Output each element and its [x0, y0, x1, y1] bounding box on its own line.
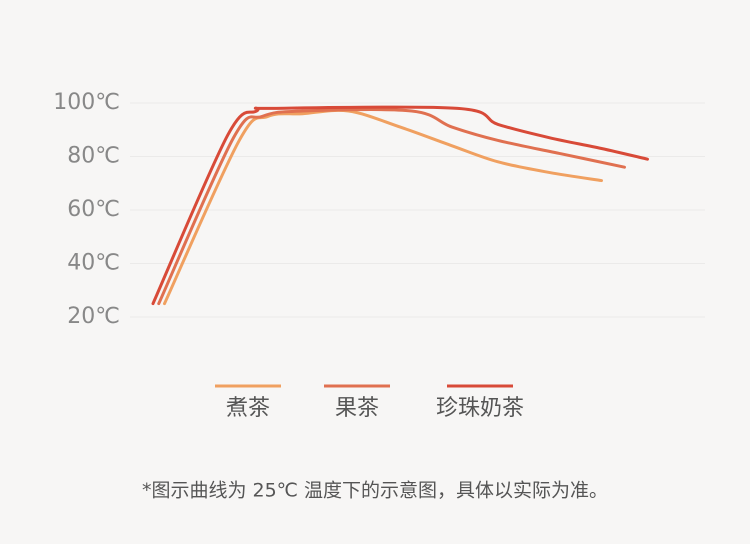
legend-label: 珍珠奶茶	[436, 396, 524, 421]
line	[163, 108, 603, 306]
footnote: *图示曲线为 25℃ 温度下的示意图，具体以实际为准。	[142, 480, 608, 502]
legend-label: 煮茶	[226, 396, 270, 421]
y-tick-label: 40℃	[67, 251, 120, 276]
line	[151, 105, 649, 306]
y-tick-label: 60℃	[67, 197, 120, 222]
y-tick-label: 80℃	[67, 144, 120, 169]
line	[157, 108, 626, 306]
y-tick-label: 100℃	[53, 90, 120, 115]
legend-label: 果茶	[335, 396, 379, 421]
y-tick-label: 20℃	[67, 304, 120, 329]
